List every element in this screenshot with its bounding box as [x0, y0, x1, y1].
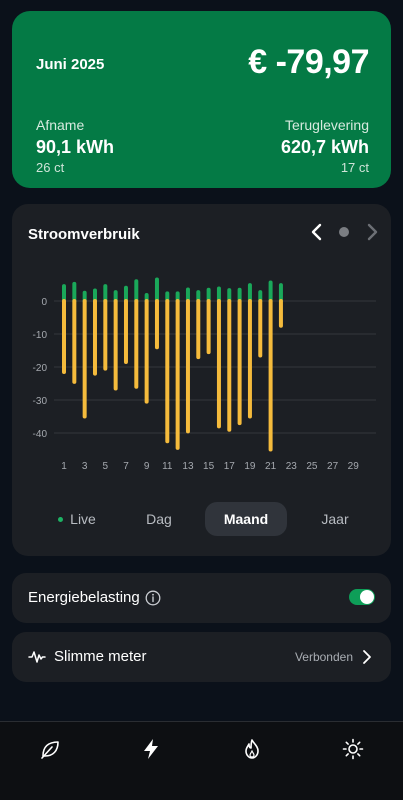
chevron-left-icon[interactable] — [307, 222, 327, 242]
period-tabs: Live Dag Maand Jaar — [12, 502, 391, 536]
energy-tax-row: Energiebelasting — [12, 573, 391, 623]
chevron-right-icon — [363, 650, 371, 664]
tab-live-label: Live — [70, 511, 96, 527]
usage-chart: 0-10-20-30-401 3 5 7 9 11 13 15 17 19 21 23 25 27 29 — [33, 277, 376, 472]
x-tick-label: 27 — [327, 461, 339, 472]
total-amount: € -79,97 — [248, 43, 369, 81]
x-tick-label: 13 — [182, 461, 194, 472]
lightning-icon[interactable] — [140, 738, 162, 760]
x-tick-label: 25 — [306, 461, 318, 472]
tab-maand[interactable]: Maand — [205, 502, 287, 536]
x-tick-label: 21 — [265, 461, 277, 472]
summary-card: Juni 2025 € -79,97 Afname 90,1 kWh 26 ct… — [12, 11, 391, 188]
period-indicator-dot — [339, 227, 349, 237]
x-tick-label: 29 — [348, 461, 360, 472]
x-tick-label: 23 — [286, 461, 298, 472]
flame-icon[interactable] — [241, 738, 263, 760]
pulse-icon — [28, 651, 46, 663]
chevron-right-icon[interactable] — [362, 222, 382, 242]
x-tick-label: 19 — [244, 461, 256, 472]
teruglevering-label: Teruglevering — [284, 117, 369, 133]
tab-live[interactable]: Live — [52, 502, 102, 536]
x-tick-label: 1 — [61, 461, 67, 472]
sun-icon[interactable] — [342, 738, 364, 760]
month-label: Juni 2025 — [36, 56, 105, 73]
smart-meter-row[interactable]: Slimme meter Verbonden — [12, 632, 391, 682]
energy-tax-toggle[interactable] — [349, 589, 375, 605]
smart-meter-status: Verbonden — [294, 650, 353, 664]
usage-card: Stroomverbruik 0 -10 -20 -30 -40 1 3 5 7 9 11 13 15 1… — [12, 204, 391, 556]
x-tick-label: 9 — [144, 461, 150, 472]
bottom-navigation — [0, 721, 403, 800]
y-tick-label: -10 — [33, 330, 48, 341]
smart-meter-label: Slimme meter — [54, 648, 147, 665]
y-tick-label: -40 — [33, 429, 48, 440]
x-tick-label: 3 — [82, 461, 88, 472]
teruglevering-value: 620,7 kWh — [280, 137, 369, 157]
afname-label: Afname — [36, 117, 85, 133]
teruglevering-price: 17 ct — [340, 160, 369, 175]
x-tick-label: 15 — [203, 461, 215, 472]
x-tick-label: 7 — [123, 461, 129, 472]
x-tick-label: 17 — [224, 461, 236, 472]
x-tick-label: 11 — [162, 461, 173, 472]
afname-value: 90,1 kWh — [36, 137, 115, 157]
info-icon[interactable] — [145, 590, 161, 606]
energy-tax-label: Energiebelasting — [28, 589, 140, 606]
x-tick-label: 5 — [103, 461, 109, 472]
y-tick-label: 0 — [41, 297, 47, 308]
tab-jaar[interactable]: Jaar — [321, 511, 349, 527]
y-tick-label: -20 — [33, 363, 48, 374]
tab-dag[interactable]: Dag — [146, 511, 172, 527]
y-tick-label: -30 — [33, 396, 48, 407]
toggle-knob — [360, 590, 374, 604]
usage-title: Stroomverbruik — [28, 226, 140, 243]
live-dot-icon — [58, 516, 64, 522]
afname-price: 26 ct — [36, 160, 65, 175]
leaf-icon[interactable] — [39, 738, 61, 760]
